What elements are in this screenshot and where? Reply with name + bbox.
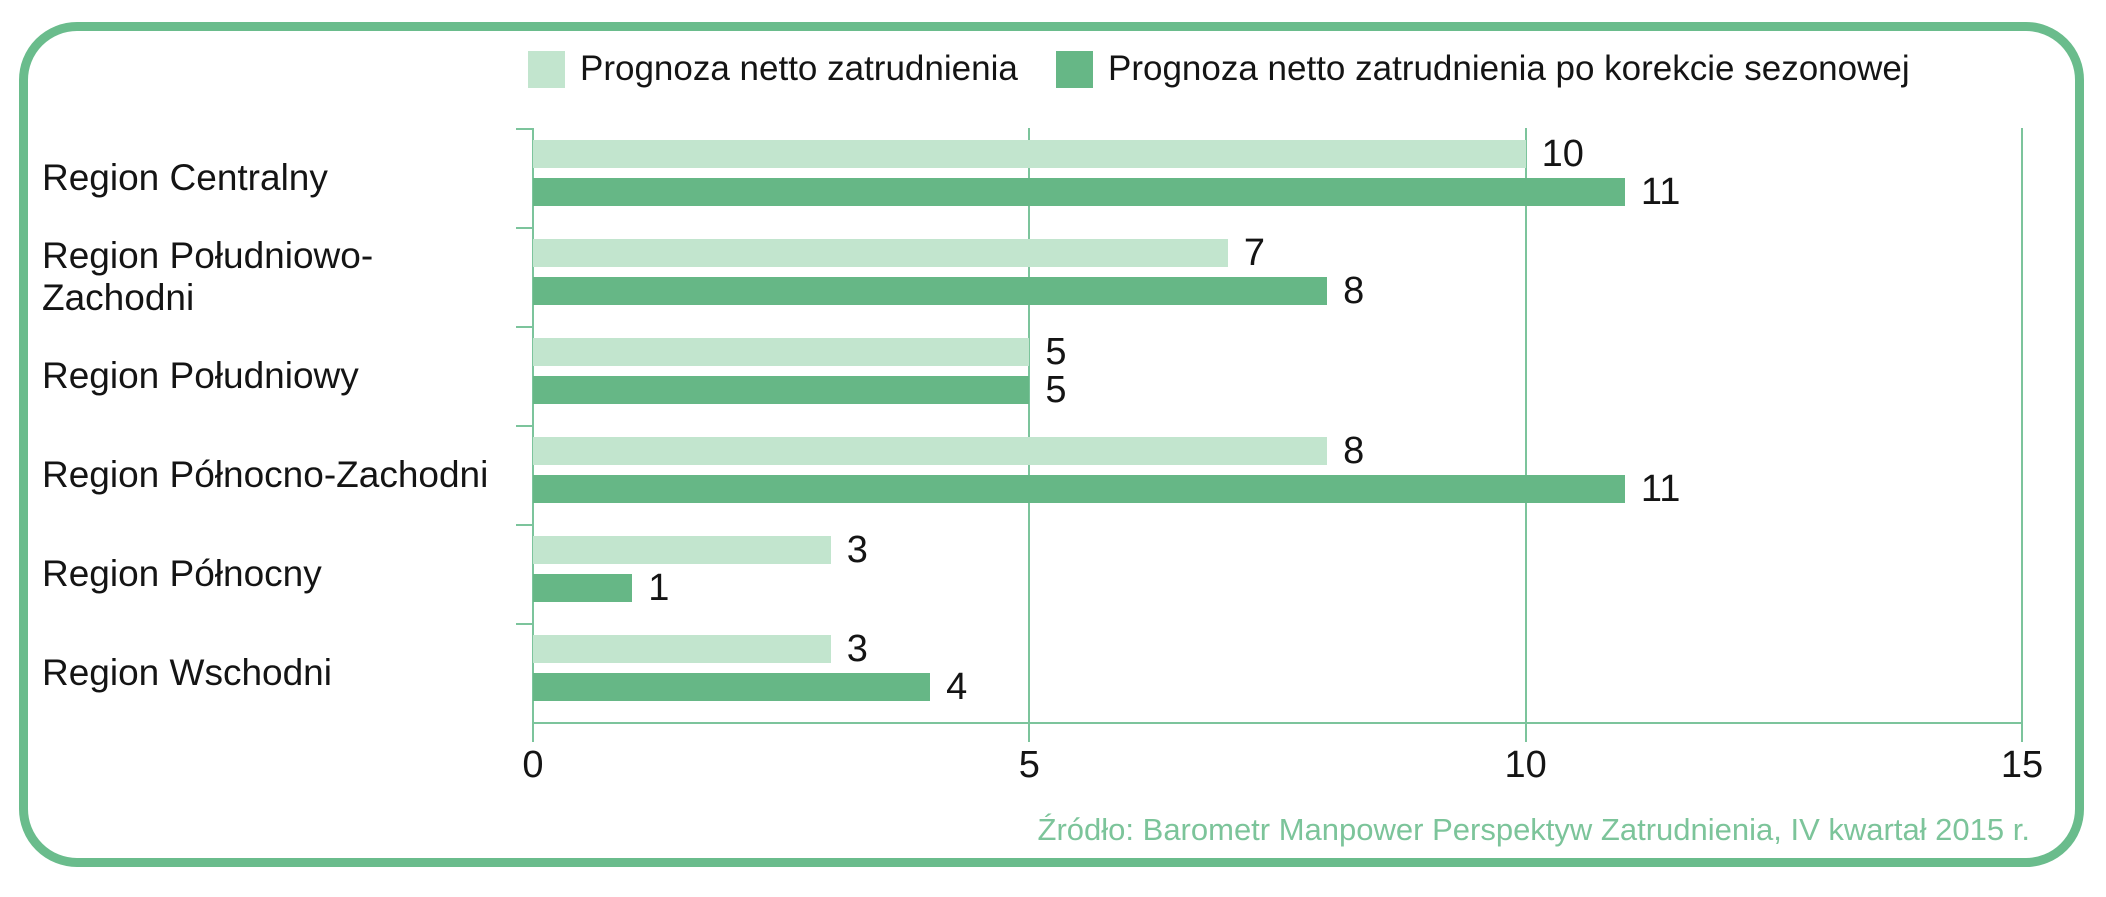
bar-adjusted-3 [533, 376, 1030, 404]
gridline-10 [1524, 128, 1527, 742]
x-axis-tick-label: 10 [1504, 744, 1547, 786]
category-label: Region Centralny [42, 156, 328, 198]
legend-swatch-light-green [528, 50, 565, 88]
y-axis-tick [516, 623, 533, 625]
bar-value-label: 11 [1640, 170, 1681, 213]
bar-value-label: 10 [1541, 132, 1584, 175]
bar-value-label: 7 [1243, 231, 1265, 274]
bar-forecast-6 [533, 635, 831, 663]
bar-adjusted-6 [533, 673, 931, 701]
category-label: Region Południowo-Zachodni [42, 234, 374, 318]
bar-forecast-2 [533, 239, 1228, 267]
y-axis-tick [516, 524, 533, 526]
x-axis-tick-label: 15 [2000, 744, 2044, 786]
y-axis-line [532, 128, 534, 742]
bar-value-label: 4 [946, 665, 968, 708]
legend-item-net-forecast: Prognoza netto zatrudnienia [528, 48, 1018, 90]
y-axis-tick [516, 128, 533, 130]
bar-value-label: 5 [1045, 368, 1067, 411]
gridline-5 [1028, 128, 1031, 742]
source-note: Źródło: Barometr Manpower Perspektyw Zat… [1037, 812, 2030, 847]
bar-value-label: 11 [1640, 467, 1681, 510]
bar-value-label: 3 [846, 627, 868, 670]
bar-value-label: 1 [648, 566, 670, 609]
legend-label: Prognoza netto zatrudnienia [580, 49, 1018, 88]
category-label: Region Wschodni [42, 651, 332, 693]
bar-value-label: 8 [1343, 429, 1365, 472]
gridline-15 [2021, 128, 2023, 742]
bar-value-label: 5 [1045, 330, 1067, 373]
category-label: Region Północno-Zachodni [42, 453, 489, 495]
legend-label: Prognoza netto zatrudnienia po korekcie … [1108, 49, 1910, 88]
category-label: Region Północny [42, 552, 322, 594]
bar-adjusted-2 [533, 277, 1328, 305]
bar-value-label: 3 [846, 528, 868, 571]
bar-adjusted-1 [533, 178, 1625, 206]
x-axis-tick-label: 5 [1018, 744, 1040, 786]
chart-frame-border [19, 22, 2084, 867]
y-axis-tick [516, 425, 533, 427]
bar-adjusted-4 [533, 475, 1625, 503]
legend-item-seasonally-adjusted: Prognoza netto zatrudnienia po korekcie … [1056, 48, 1910, 90]
bar-value-label: 8 [1343, 269, 1365, 312]
x-axis-line [533, 722, 2022, 724]
bar-forecast-1 [533, 140, 1526, 168]
bar-forecast-5 [533, 536, 831, 564]
y-axis-tick [516, 326, 533, 328]
bar-adjusted-5 [533, 574, 633, 602]
bar-forecast-3 [533, 338, 1030, 366]
bar-forecast-4 [533, 437, 1328, 465]
x-axis-tick-label: 0 [522, 744, 544, 786]
y-axis-tick [516, 227, 533, 229]
legend-swatch-dark-green [1056, 50, 1093, 88]
category-label: Region Południowy [42, 354, 359, 396]
